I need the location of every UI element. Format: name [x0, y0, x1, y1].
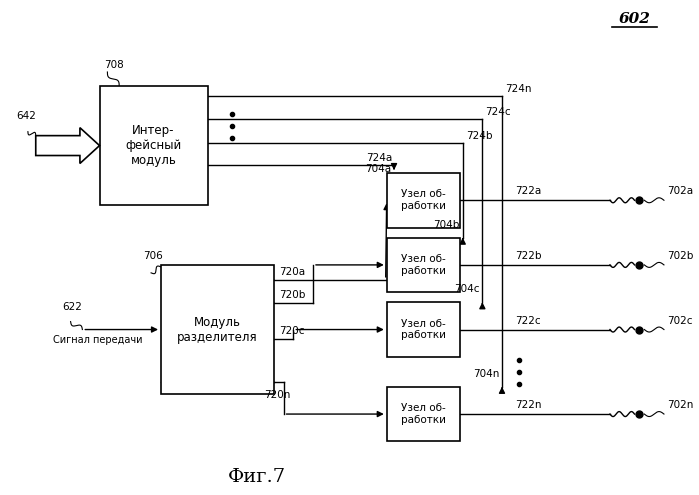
Text: 702n: 702n [667, 400, 693, 410]
FancyBboxPatch shape [161, 265, 274, 394]
Text: Узел об-
работки: Узел об- работки [401, 403, 446, 425]
Text: 722b: 722b [514, 251, 541, 261]
FancyBboxPatch shape [387, 173, 460, 228]
Text: Узел об-
работки: Узел об- работки [401, 190, 446, 211]
Text: 602: 602 [619, 12, 651, 26]
Text: 704c: 704c [454, 284, 480, 294]
Text: Модуль
разделителя: Модуль разделителя [177, 315, 258, 344]
Text: 702a: 702a [667, 186, 693, 197]
Text: 720n: 720n [264, 390, 290, 400]
Text: 702c: 702c [667, 315, 693, 326]
Text: 724a: 724a [366, 153, 392, 163]
Text: 708: 708 [104, 60, 124, 70]
Text: 722n: 722n [514, 400, 541, 410]
FancyBboxPatch shape [387, 387, 460, 442]
Text: 704n: 704n [473, 369, 499, 379]
Text: Сигнал передачи: Сигнал передачи [53, 335, 143, 345]
Text: 702b: 702b [667, 251, 693, 261]
Text: 704a: 704a [365, 164, 391, 174]
Text: Узел об-
работки: Узел об- работки [401, 319, 446, 341]
Text: 720a: 720a [279, 267, 305, 277]
Text: Фиг.7: Фиг.7 [228, 468, 286, 486]
Polygon shape [36, 128, 99, 163]
FancyBboxPatch shape [99, 86, 208, 205]
Text: 642: 642 [16, 111, 36, 121]
Text: 724b: 724b [466, 131, 492, 141]
FancyBboxPatch shape [387, 238, 460, 292]
Text: 706: 706 [143, 251, 163, 261]
Text: Узел об-
работки: Узел об- работки [401, 254, 446, 276]
Text: 722c: 722c [514, 315, 540, 326]
Text: 722a: 722a [514, 186, 541, 197]
Text: 720c: 720c [279, 327, 304, 337]
Text: Интер-
фейсный
модуль: Интер- фейсный модуль [125, 124, 182, 167]
Text: 724c: 724c [485, 107, 511, 117]
Text: 720b: 720b [279, 290, 305, 299]
Text: 724n: 724n [505, 84, 531, 94]
Text: 622: 622 [63, 301, 82, 312]
Text: 704b: 704b [433, 220, 460, 230]
FancyBboxPatch shape [387, 302, 460, 357]
